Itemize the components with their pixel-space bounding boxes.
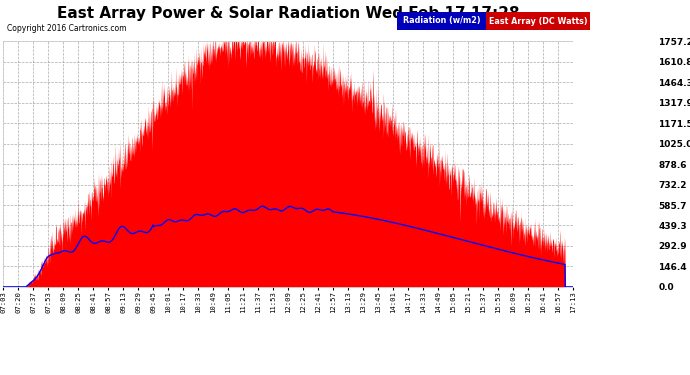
Text: East Array (DC Watts): East Array (DC Watts) (489, 16, 587, 26)
Text: Copyright 2016 Cartronics.com: Copyright 2016 Cartronics.com (7, 24, 126, 33)
Text: East Array Power & Solar Radiation Wed Feb 17 17:28: East Array Power & Solar Radiation Wed F… (57, 6, 520, 21)
Text: Radiation (w/m2): Radiation (w/m2) (403, 16, 480, 26)
